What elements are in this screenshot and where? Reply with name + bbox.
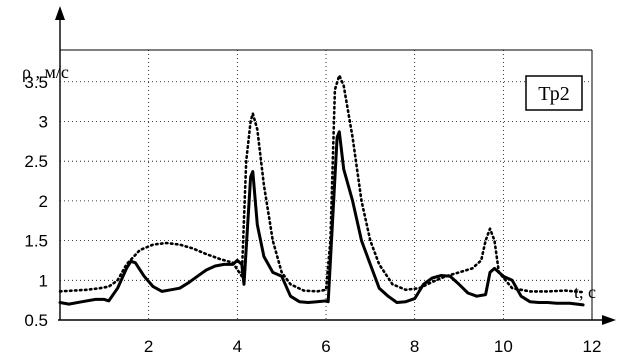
x-axis-label: t, c [574,282,596,302]
x-tick-label: 12 [583,337,602,356]
y-tick-label: 1 [39,271,48,290]
y-tick-label: 2.5 [24,152,48,171]
plot-frame [60,49,593,320]
y-tick-label: 1.5 [24,232,48,251]
x-axis-arrow-icon [602,315,616,325]
y-tick-label: 2 [39,192,48,211]
y-axis-label: ρ , м/с [22,62,69,82]
y-tick-label: 0.5 [24,311,48,330]
series-line-dotted [58,74,585,294]
series-group [58,74,585,307]
y-axis-arrow-icon [55,6,65,20]
legend-box-label: Тр2 [538,83,569,105]
y-tick-label: 3.5 [24,73,48,92]
x-tick-label: 4 [233,337,242,356]
tick-labels: 2 4 6 8 10 12 0.5 1 1.5 2 2.5 3 3.5 [24,73,601,356]
x-tick-label: 2 [144,337,153,356]
legend-box [525,75,583,111]
series-line-solid [58,130,585,307]
x-tick-label: 6 [321,337,330,356]
x-tick-label: 8 [410,337,419,356]
y-tick-label: 3 [39,112,48,131]
x-tick-label: 10 [494,337,513,356]
